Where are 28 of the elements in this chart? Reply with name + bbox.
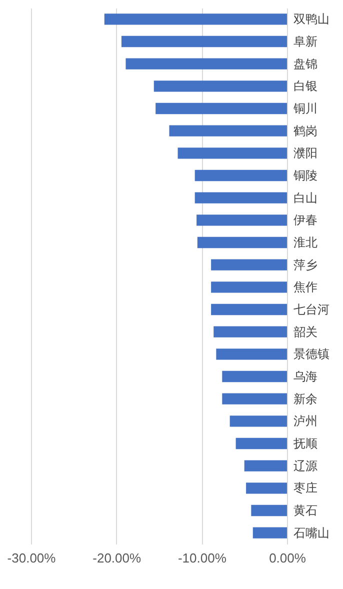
y-tick-label: 抚顺 xyxy=(292,436,318,450)
y-tick-label: 伊春 xyxy=(294,213,318,228)
y-tick-label: 景德镇 xyxy=(294,347,330,362)
y-tick-label: 泸州 xyxy=(294,414,318,428)
y-tick-label: 鹤岗 xyxy=(294,124,318,138)
y-tick-label: 新余 xyxy=(294,392,318,406)
y-tick-label: 铜川 xyxy=(292,102,318,116)
y-tick-label: 萍乡 xyxy=(294,258,318,272)
y-tick-label: 淮北 xyxy=(294,236,318,250)
x-tick-label: -10.00% xyxy=(178,550,227,566)
y-tick-label: 石嘴山 xyxy=(294,526,330,540)
y-tick-label: 乌海 xyxy=(294,370,318,384)
y-tick-label: 枣庄 xyxy=(294,481,318,496)
y-tick-label: 焦作 xyxy=(294,280,318,294)
y-tick-label: 韶关 xyxy=(294,324,318,339)
y-tick-label: 七台河 xyxy=(294,302,330,316)
y-tick-label: 阜新 xyxy=(294,34,318,48)
y-tick-label: 濮阳 xyxy=(294,146,318,160)
y-tick-label: 白山 xyxy=(294,190,318,205)
y-tick-label: 盘锦 xyxy=(294,56,318,71)
x-tick-label: 0.00% xyxy=(269,550,306,566)
y-tick-label: 白银 xyxy=(294,79,318,94)
x-tick-label: -30.00% xyxy=(7,550,56,566)
y-tick-label: 双鸭山 xyxy=(294,12,330,26)
y-tick-label: 铜陵 xyxy=(292,168,318,182)
y-tick-label: 黄石 xyxy=(294,504,318,518)
x-tick-label: -20.00% xyxy=(92,550,142,566)
y-tick-label: 辽源 xyxy=(294,458,318,473)
